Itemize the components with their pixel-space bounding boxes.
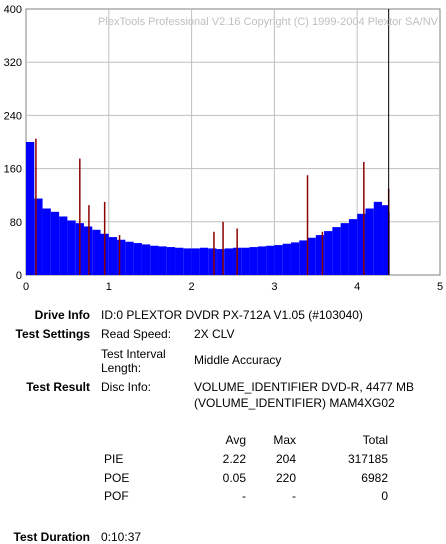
pie-bar [175,247,184,275]
stats-header-avg: Avg [225,433,246,447]
test-interval-label-2: Length: [101,361,142,375]
pie-bar [324,231,333,275]
stats-header-max: Max [273,433,296,447]
pie-bar [348,219,358,275]
pie-bar [59,216,68,275]
pie-bar [241,247,250,275]
pie-bar [266,245,275,275]
pie-bar [199,247,209,275]
tick-labels: 0 1 2 3 4 5 0 80 160 240 320 400 [4,4,443,293]
disc-info-value-2: (VOLUME_IDENTIFIER) MAM4XG02 [194,396,395,410]
pie-bar [340,223,349,275]
x-tick-label: 2 [189,281,195,293]
test-settings-label: Test Settings [15,327,90,341]
disc-info-value: VOLUME_IDENTIFIER DVD-R, 4477 MB [194,380,415,394]
x-tick-label: 4 [354,281,360,293]
y-tick-label: 0 [16,270,22,282]
stats-row-pie-name: PIE [104,452,124,466]
pie-bar [141,244,151,275]
test-result-label: Test Result [26,380,90,394]
y-tick-label: 160 [4,164,22,176]
drive-info-value: ID:0 PLEXTOR DVDR PX-712A V1.05 (#103040… [101,308,363,322]
pie-bar [382,205,389,275]
pie-bar [249,247,258,275]
pie-bar [216,249,225,275]
stats-row-pof-avg: - [242,489,246,503]
stats-row-pie-total: 317185 [347,452,388,466]
test-duration-value: 0:10:37 [101,530,142,544]
y-tick-label: 80 [10,217,22,229]
y-tick-label: 240 [4,110,22,122]
pie-bar [34,198,43,275]
pie-bar [208,248,217,275]
pie-bar [183,248,192,275]
stats-header-total: Total [362,433,388,447]
pie-bar [150,245,159,275]
pie-bar [332,227,341,275]
pie-bar [191,248,200,275]
stats-row-pof-max: - [292,489,296,503]
pie-bar [290,242,300,275]
pie-bar [117,239,126,275]
read-speed-value: 2X CLV [194,327,235,341]
pie-bar [92,229,101,275]
pie-bar [158,246,167,275]
stats-row-pie-max: 204 [275,452,296,466]
pie-bar [257,246,267,275]
pie-bar [166,247,176,275]
pie-bar [125,241,134,275]
x-tick-label: 0 [23,281,29,293]
stats-row-poe-max: 220 [275,471,296,485]
bars [26,9,390,275]
stats-row-poe-name: POE [104,471,130,485]
pie-bar [26,142,35,275]
y-tick-label: 400 [4,4,22,16]
test-interval-value: Middle Accuracy [194,353,282,367]
pie-bar [50,211,60,275]
pie-bar [365,208,374,275]
x-tick-label: 1 [106,281,112,293]
pie-bar [224,248,233,275]
test-interval-label: Test Interval [101,347,166,361]
y-tick-label: 320 [4,57,22,69]
chart-title: PlexTools Professional V2.16 Copyright (… [98,16,439,28]
pie-bar [373,201,383,275]
stats-row-pof-name: POF [104,489,129,503]
disc-info-label: Disc Info: [101,380,152,394]
error-chart: 0 1 2 3 4 5 0 80 160 240 320 400 PlexTools Professi… [4,4,443,293]
stats-row-poe-total: 6982 [361,471,388,485]
read-speed-label: Read Speed: [101,327,172,341]
stats-row-pof-total: 0 [381,489,388,503]
drive-info-label: Drive Info [34,308,90,322]
x-tick-label: 3 [271,281,277,293]
pie-bar [274,245,283,275]
pie-bar [83,226,93,275]
pie-bar [67,220,76,275]
pie-bar [357,213,366,275]
pie-bar [42,208,51,275]
pie-bar [133,243,142,275]
pie-bar [108,237,118,275]
pie-bar [307,237,316,275]
pie-bar [282,243,291,275]
x-tick-label: 5 [437,281,443,293]
stats-row-pie-avg: 2.22 [222,452,246,466]
test-duration-label: Test Duration [13,530,90,544]
pie-bar [299,240,308,275]
pie-bar [315,235,325,275]
stats-row-poe-avg: 0.05 [222,471,246,485]
grid [26,9,440,275]
